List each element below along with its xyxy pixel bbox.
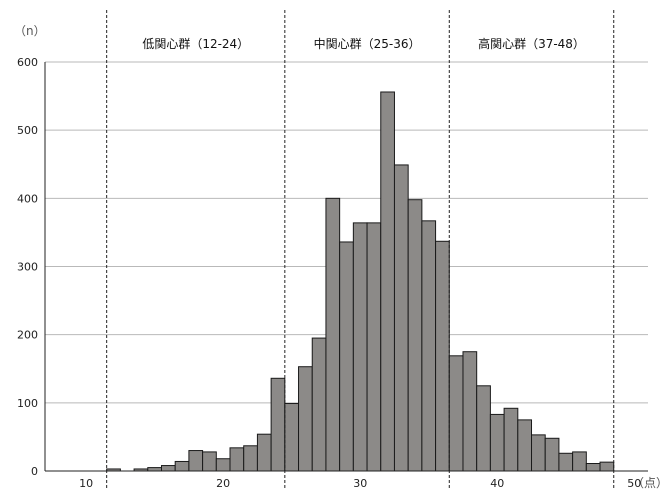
y-tick-label: 0 [31,465,38,478]
x-tick-label: 30 [353,477,367,490]
histogram-bar [435,240,450,472]
histogram-bar [407,199,423,472]
y-tick-label: 300 [17,261,38,274]
group-label: 高関心群（37-48） [478,36,585,51]
histogram-bar [503,407,519,472]
x-axis-unit-label: （点） [632,476,668,490]
histogram-bar [421,220,437,472]
histogram-bar [489,413,505,472]
x-tick-label: 50 [627,477,641,490]
histogram-bar [243,445,258,472]
histogram-bar [284,403,300,472]
histogram-bar [256,433,272,472]
histogram-bar [380,91,395,472]
histogram-bar [202,451,217,472]
histogram-bar [558,452,574,472]
histogram-bar [352,222,368,472]
histogram-bar [599,461,615,472]
histogram-bar [298,366,313,472]
histogram-bar [160,465,176,472]
histogram-bar [531,434,546,472]
histogram-bar [476,385,491,472]
histogram-bar [188,450,204,472]
histogram-bar [462,351,478,472]
histogram-bar [215,458,231,472]
histogram-bar [544,437,560,472]
histogram-bar [517,419,533,472]
y-tick-label: 500 [17,124,38,137]
group-labels: 低関心群（12-24） 中関心群（25-36） 高関心群（37-48） [142,36,585,51]
x-tick-label: 10 [79,477,93,490]
histogram-bar [270,377,286,472]
y-tick-label: 400 [17,192,38,205]
x-tick-label: 20 [216,477,230,490]
histogram-bar [585,463,601,472]
group-label: 中関心群（25-36） [314,36,421,51]
y-axis-unit-label: （n） [14,24,46,38]
histogram-bar [366,222,382,472]
histogram-bars [44,62,648,472]
histogram-bar [147,467,162,472]
histogram-bar [325,197,341,472]
y-tick-label: 100 [17,397,38,410]
x-tick-label: 40 [490,477,504,490]
histogram-bar [174,460,190,472]
axis-tick-labels: 0 100 200 300 400 500 600 10 20 30 40 50 [17,56,641,490]
histogram-bar [448,355,464,472]
y-tick-label: 600 [17,56,38,69]
histogram-bar [229,447,245,472]
histogram-bar [311,337,327,472]
histogram-bar [339,241,354,472]
histogram-bar [572,451,587,472]
group-label: 低関心群（12-24） [142,37,249,51]
histogram-bar [393,164,409,472]
y-tick-label: 200 [17,329,38,342]
